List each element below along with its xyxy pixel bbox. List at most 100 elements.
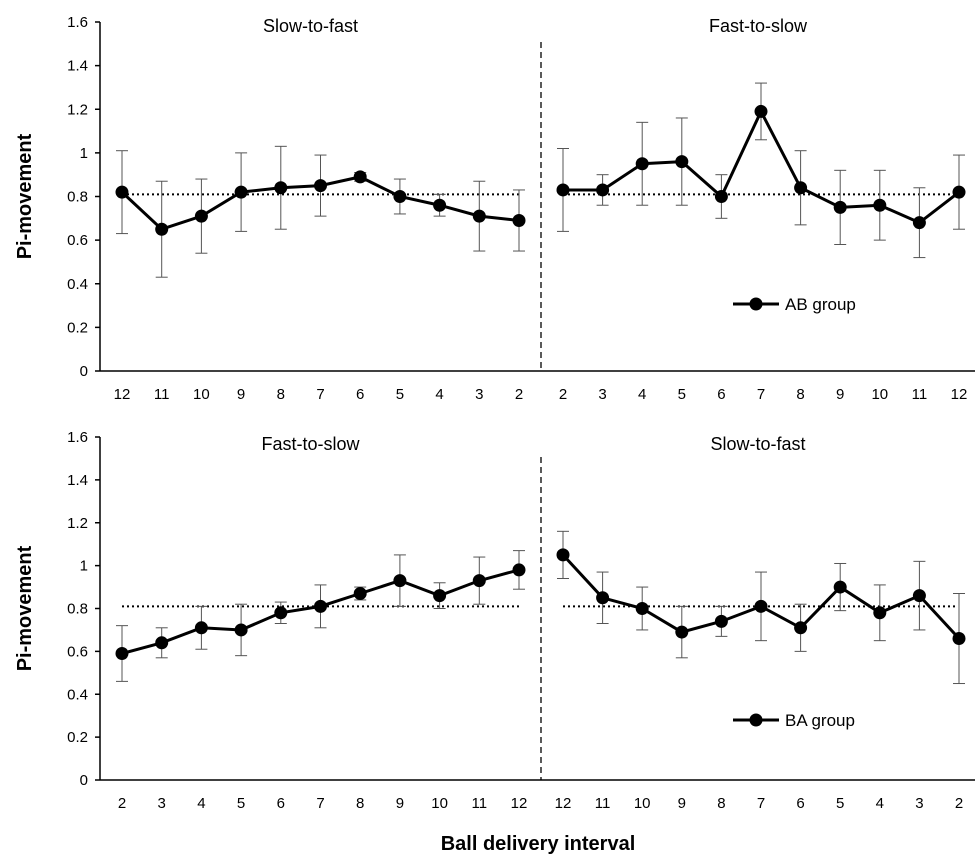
legend-label: BA group (785, 711, 855, 730)
panel-title: Fast-to-slow (709, 16, 808, 36)
data-point (512, 213, 526, 227)
legend-marker (749, 297, 763, 311)
y-tick-label: 0.8 (67, 601, 88, 618)
x-axis-label: Ball delivery interval (441, 833, 636, 855)
x-tick-label: 11 (912, 386, 928, 403)
x-tick-label: 4 (876, 795, 884, 812)
x-tick-label: 6 (356, 386, 364, 403)
data-point (234, 623, 248, 637)
y-tick-label: 0 (80, 772, 88, 789)
data-point (393, 190, 407, 203)
x-tick-label: 11 (472, 795, 488, 812)
x-tick-label: 6 (277, 795, 285, 812)
x-tick-label: 3 (475, 386, 483, 403)
x-tick-label: 2 (955, 795, 963, 812)
y-tick-label: 0.4 (67, 686, 88, 703)
data-point (794, 621, 808, 635)
data-point (472, 209, 486, 223)
data-point (596, 591, 610, 605)
x-tick-label: 4 (435, 386, 443, 403)
y-tick-label: 0 (80, 363, 88, 380)
y-tick-label: 1.6 (67, 14, 88, 31)
x-tick-label: 9 (836, 386, 844, 403)
data-point (675, 155, 689, 169)
x-tick-label: 12 (114, 386, 131, 403)
x-tick-label: 5 (396, 386, 404, 403)
y-axis-label: Pi-movement (14, 133, 36, 259)
y-tick-label: 1.2 (67, 101, 88, 118)
data-point (873, 606, 887, 620)
x-tick-label: 6 (796, 795, 804, 812)
x-tick-label: 7 (757, 386, 765, 403)
y-tick-label: 1.6 (67, 429, 88, 446)
data-point (596, 183, 610, 197)
x-tick-label: 11 (154, 386, 170, 403)
x-tick-label: 4 (638, 386, 646, 403)
y-tick-label: 1.4 (67, 472, 88, 489)
data-point (833, 580, 847, 594)
data-point (115, 647, 129, 661)
x-tick-label: 6 (717, 386, 725, 403)
chart-panel-1: 0 0.2 0.4 0.6 0.8 1 1.2 1.4 1.6 Pi-movement Slow-t… (14, 14, 975, 403)
data-point (274, 181, 288, 195)
data-point (635, 602, 649, 615)
data-point (194, 209, 208, 223)
data-point (314, 179, 327, 193)
data-point (353, 586, 367, 600)
x-tick-label: 11 (595, 795, 611, 812)
data-point (952, 185, 966, 199)
data-point (912, 216, 926, 230)
x-tick-label: 9 (396, 795, 404, 812)
chart-panel-2: 0 0.2 0.4 0.6 0.8 1 1.2 1.4 1.6 Pi-movement Ball d… (14, 429, 975, 855)
panel-title: Fast-to-slow (261, 434, 360, 454)
x-tick-label: 12 (951, 386, 968, 403)
y-tick-label: 1 (80, 145, 88, 162)
x-tick-label: 12 (511, 795, 528, 812)
x-tick-label: 10 (431, 795, 448, 812)
x-tick-label: 3 (158, 795, 166, 812)
data-point (556, 183, 570, 197)
y-axis-label: Pi-movement (14, 545, 36, 671)
data-point (433, 198, 447, 212)
y-tick-label: 0.4 (67, 276, 88, 293)
data-point (754, 104, 768, 118)
legend-marker (749, 713, 763, 727)
x-tick-label: 8 (356, 795, 364, 812)
x-tick-label: 7 (316, 386, 324, 403)
y-tick-label: 0.6 (67, 643, 88, 660)
data-point (833, 200, 847, 214)
x-tick-label: 5 (237, 795, 245, 812)
data-point (115, 185, 129, 199)
data-point (635, 157, 649, 171)
data-point (472, 574, 486, 588)
x-tick-label: 8 (717, 795, 725, 812)
panel-title: Slow-to-fast (263, 16, 358, 36)
x-tick-label: 2 (118, 795, 126, 812)
data-point (754, 599, 768, 613)
x-tick-label: 7 (316, 795, 324, 812)
x-tick-label: 5 (678, 386, 686, 403)
y-tick-label: 0.2 (67, 729, 88, 746)
data-point (274, 606, 288, 620)
x-tick-label: 8 (796, 386, 804, 403)
data-point (556, 548, 570, 562)
data-point (952, 632, 966, 646)
x-tick-label: 7 (757, 795, 765, 812)
data-point (393, 574, 407, 588)
x-tick-label: 10 (871, 386, 888, 403)
x-tick-label: 12 (555, 795, 572, 812)
x-tick-label: 3 (915, 795, 923, 812)
x-tick-label: 2 (559, 386, 567, 403)
y-tick-label: 0.6 (67, 232, 88, 249)
data-point (234, 185, 248, 199)
x-tick-label: 3 (598, 386, 606, 403)
panel-title: Slow-to-fast (710, 434, 805, 454)
x-tick-label: 4 (197, 795, 205, 812)
data-point (873, 198, 887, 212)
data-point (912, 589, 926, 603)
data-point (714, 190, 728, 203)
y-tick-label: 0.2 (67, 319, 88, 336)
x-tick-label: 5 (836, 795, 844, 812)
data-point (314, 599, 327, 613)
